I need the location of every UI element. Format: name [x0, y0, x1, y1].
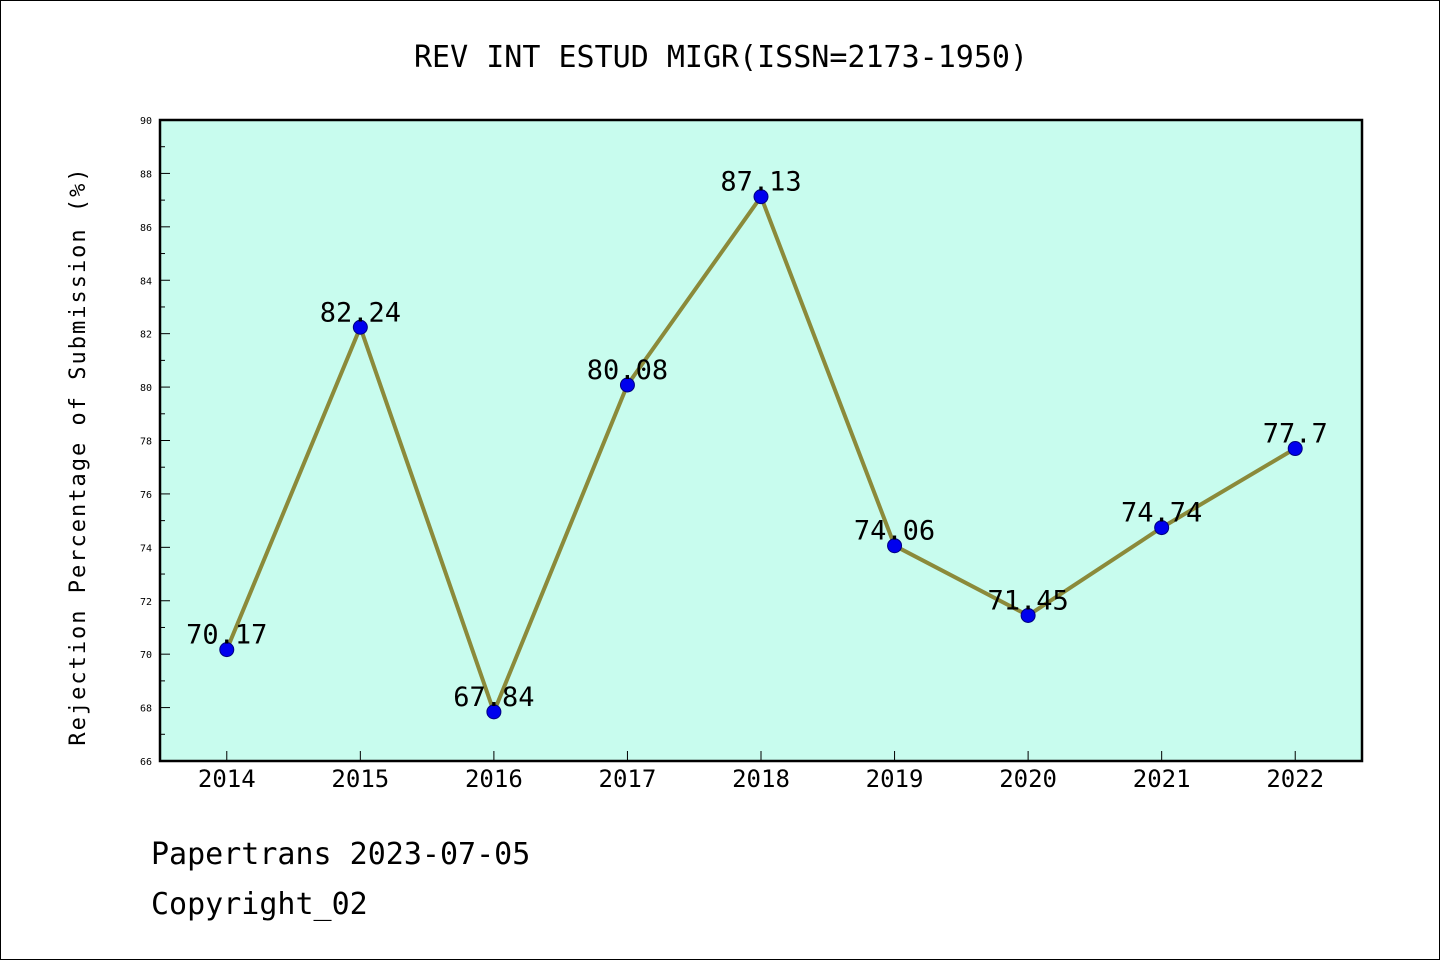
x-tick-label: 2019 — [866, 765, 924, 793]
data-point — [1154, 520, 1170, 536]
data-point — [1287, 441, 1303, 457]
data-label: 71.45 — [987, 585, 1068, 616]
y-axis-label: Rejection Percentage of Submission (%) — [66, 166, 91, 745]
y-tick-label: 66 — [140, 757, 152, 768]
data-label: 67.84 — [453, 682, 534, 713]
y-tick-label: 88 — [140, 169, 152, 180]
chart-title: REV INT ESTUD MIGR(ISSN=2173-1950) — [414, 40, 1028, 75]
data-point — [352, 319, 368, 335]
data-point — [486, 704, 502, 720]
data-point — [1020, 607, 1036, 623]
y-tick-label: 72 — [140, 597, 152, 608]
y-axis: 66 68 70 72 74 76 78 80 82 84 86 88 90 — [140, 116, 170, 768]
x-axis: 2014 2015 2016 2017 2018 2019 2020 2021 2022 — [198, 751, 1324, 793]
x-tick-label: 2020 — [999, 765, 1057, 793]
x-tick-label: 2021 — [1133, 765, 1191, 793]
y-tick-label: 86 — [140, 223, 152, 234]
x-tick-label: 2014 — [198, 765, 256, 793]
data-point — [619, 377, 635, 393]
data-point — [219, 642, 235, 658]
y-tick-label: 76 — [140, 490, 152, 501]
y-tick-label: 68 — [140, 704, 152, 715]
y-tick-label: 90 — [140, 116, 152, 127]
data-label: 87.13 — [720, 167, 801, 198]
y-tick-label: 82 — [140, 330, 152, 341]
y-tick-label: 78 — [140, 437, 152, 448]
y-tick-label: 80 — [140, 383, 152, 394]
x-tick-label: 2022 — [1266, 765, 1324, 793]
x-tick-label: 2018 — [732, 765, 790, 793]
series-layer: 70.17 82.24 67.84 80.08 87.13 74.06 71.45 74.74… — [186, 167, 1328, 720]
data-label: 77.7 — [1263, 419, 1328, 450]
footer-date-line: Papertrans 2023-07-05 — [151, 837, 531, 872]
y-tick-label: 84 — [140, 276, 152, 287]
y-tick-label: 70 — [140, 650, 152, 661]
x-tick-label: 2016 — [465, 765, 523, 793]
y-tick-label: 74 — [140, 543, 152, 554]
data-point — [753, 189, 769, 205]
x-tick-label: 2017 — [599, 765, 657, 793]
data-label: 82.24 — [320, 297, 401, 328]
data-label: 80.08 — [587, 355, 668, 386]
footer-copyright-line: Copyright_02 — [151, 887, 368, 922]
data-point — [887, 538, 903, 554]
x-tick-label: 2015 — [331, 765, 389, 793]
data-label: 70.17 — [186, 620, 267, 651]
data-label: 74.74 — [1121, 498, 1202, 529]
data-label: 74.06 — [854, 516, 935, 547]
plot-area — [158, 118, 1364, 763]
